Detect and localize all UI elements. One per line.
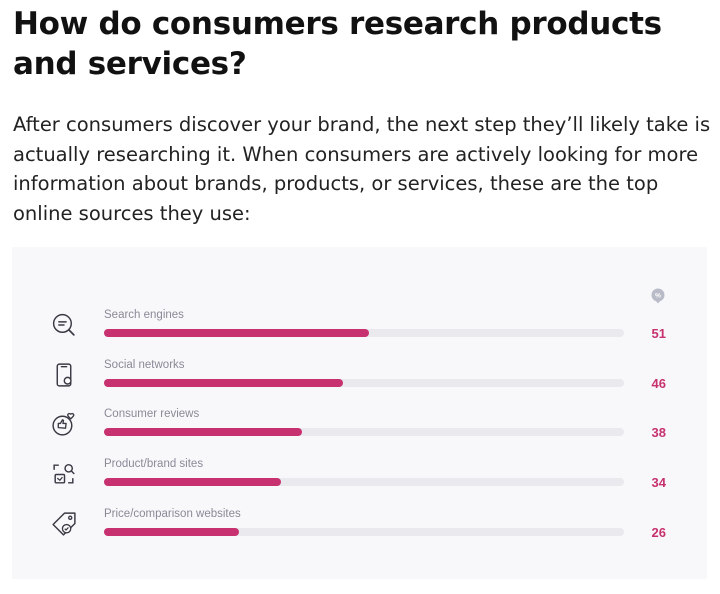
bar-value-search-engines: 51	[651, 326, 666, 341]
price-tag-icon	[50, 510, 78, 538]
bar-track-product-brand-sites	[104, 478, 624, 487]
bar-social-networks	[104, 378, 344, 387]
percent-badge-label: %	[655, 292, 661, 299]
bar-label-search-engines: Search engines	[104, 309, 184, 321]
bar-product-brand-sites	[104, 478, 281, 487]
phone-icon	[50, 361, 78, 389]
search-chat-icon	[50, 311, 78, 339]
chart-card	[12, 247, 707, 579]
percent-badge-icon: %	[651, 288, 665, 304]
bar-price-comparison-websites	[104, 527, 240, 536]
bar-track-social-networks	[104, 378, 624, 387]
bar-track-search-engines	[104, 329, 624, 337]
bar-search-engines	[104, 329, 370, 337]
bar-label-price-comparison-websites: Price/comparison websites	[104, 507, 241, 520]
product-scan-icon	[50, 460, 78, 488]
bar-value-social-networks: 46	[651, 375, 666, 391]
bar-value-product-brand-sites: 34	[651, 475, 666, 491]
intro-paragraph: After consumers discover your brand, the…	[13, 113, 711, 225]
bar-value-consumer-reviews: 38	[651, 425, 666, 441]
bar-label-consumer-reviews: Consumer reviews	[104, 408, 200, 421]
bar-consumer-reviews	[104, 428, 302, 437]
review-thumbs-icon	[50, 410, 78, 438]
bar-track-consumer-reviews	[104, 428, 624, 437]
bar-track-price-comparison-websites	[104, 527, 624, 536]
bar-label-product-brand-sites: Product/brand sites	[104, 458, 204, 471]
bar-value-price-comparison-websites: 26	[651, 524, 666, 540]
page-title: How do consumers research products and s…	[13, 6, 662, 82]
bar-label-social-networks: Social networks	[104, 358, 185, 371]
